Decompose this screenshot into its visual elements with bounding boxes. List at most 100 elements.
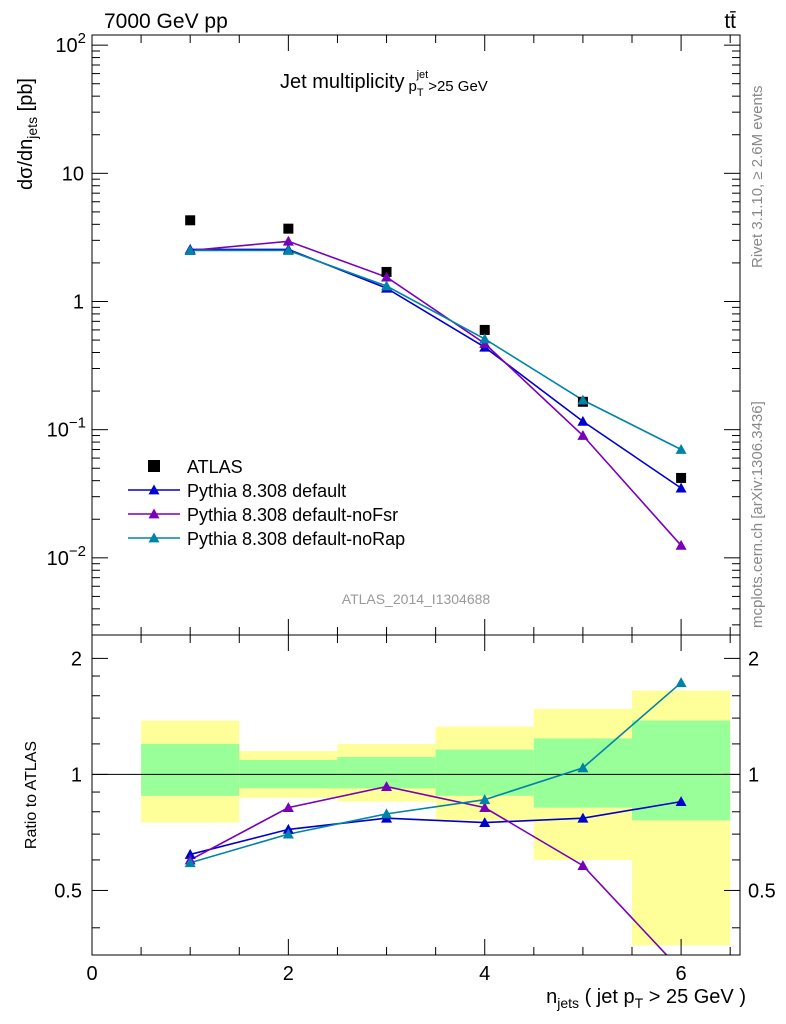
legend-label-noRap: Pythia 8.308 default-noRap: [187, 529, 405, 549]
process-label: tt̄: [724, 10, 736, 33]
legend: ATLAS Pythia 8.308 default Pythia 8.308 de…: [128, 457, 405, 549]
ratio-point-noFsr: [577, 860, 589, 871]
ratio-x-tick-label: 4: [479, 963, 490, 985]
ratio-uncertainty-bands: [141, 690, 731, 946]
main-y-tick-label: 10−1: [47, 415, 86, 442]
ratio-y-tick-label-right: 0.5: [748, 880, 776, 902]
ratio-series-markers: [184, 677, 687, 871]
mcplots-label: mcplots.cern.ch [arXiv:1306.3436]: [749, 401, 766, 628]
data-point-noRap: [282, 244, 294, 255]
main-y-tick-exp: 2: [78, 30, 86, 47]
ratio-point-noFsr: [479, 802, 491, 813]
main-title-sub: T: [417, 87, 424, 99]
main-y-tick-label: 102: [55, 30, 86, 57]
main-y-tick-base: 10: [47, 548, 69, 570]
legend-marker-atlas: [148, 460, 160, 472]
main-y-tick-label: 1: [73, 291, 84, 313]
main-title-cut: >25 GeV: [428, 78, 488, 95]
ratio-point-noFsr: [381, 781, 393, 791]
ratio-x-tick-label: 0: [86, 963, 97, 985]
legend-label-default: Pythia 8.308 default: [187, 481, 346, 501]
x-label-p-sub: T: [635, 995, 644, 1011]
ratio-y-tick-label-left: 2: [71, 648, 82, 670]
main-y-tick-label: 10: [62, 163, 84, 185]
ratio-point-noRap: [479, 794, 491, 805]
main-y-axis-label: dσ/dnjets [pb]: [15, 78, 40, 190]
main-y-axis-label-text: dσ/dn: [15, 139, 37, 190]
main-y-tick-exp: −2: [69, 543, 86, 560]
ratio-axis-ticks: 0.5 0.5 1 1 2 2 0 2 4 6: [54, 635, 776, 985]
ratio-point-noRap: [282, 828, 294, 839]
ratio-point-default: [675, 796, 687, 807]
main-series-lines: [190, 240, 682, 546]
ratio-y-tick-label-left: 0.5: [54, 880, 82, 902]
ratio-line-default: [189, 800, 682, 856]
ratio-point-noFsr: [282, 802, 294, 813]
uncertainty-band-inner: [533, 738, 632, 808]
main-title-p: p: [408, 78, 416, 95]
ratio-point-noRap: [381, 808, 393, 819]
data-point-noRap: [675, 444, 687, 454]
ratio-x-axis-label: njets ( jet pT > 25 GeV ): [546, 986, 746, 1011]
data-point-noFsr: [577, 430, 589, 440]
legend-label-noFsr: Pythia 8.308 default-noFsr: [187, 505, 398, 525]
main-title-text: Jet multiplicity: [280, 71, 404, 93]
ratio-series-lines: [189, 682, 682, 955]
legend-marker-default: [148, 484, 160, 495]
data-point-noFsr: [381, 271, 393, 282]
ratio-line-noFsr: [189, 785, 668, 955]
watermark: ATLAS_2014_I1304688: [342, 591, 491, 607]
main-y-tick-base: 10: [47, 420, 69, 442]
ratio-plot-panel: 0.5 0.5 1 1 2 2 0 2 4 6 Ratio to ATLAS njets ( je…: [23, 634, 776, 1011]
x-label-mid: ( jet p: [579, 986, 635, 1008]
uncertainty-band-inner: [141, 743, 240, 796]
data-point-noRap: [479, 333, 491, 344]
legend-marker-noRap: [148, 532, 160, 543]
ratio-point-noRap: [184, 857, 196, 868]
data-point-default: [577, 415, 589, 426]
main-y-tick-exp: −1: [69, 415, 86, 432]
x-label-n: n: [546, 986, 557, 1008]
ratio-y-axis-label: Ratio to ATLAS: [23, 741, 40, 849]
ratio-line-noRap: [189, 682, 682, 864]
uncertainty-band-inner: [435, 749, 534, 796]
ratio-point-default: [479, 817, 491, 827]
ratio-point-default: [184, 848, 196, 859]
main-series-markers: [184, 215, 687, 550]
ratio-point-noRap: [675, 677, 687, 688]
ratio-x-tick-label: 6: [676, 963, 687, 985]
x-label-n-sub: jets: [556, 995, 579, 1011]
data-point-noRap: [577, 394, 589, 405]
main-y-tick-base: 10: [55, 35, 77, 57]
ratio-y-tick-label-right: 2: [748, 648, 759, 670]
main-y-tick-label: 10−2: [47, 543, 86, 570]
data-point-atlas: [283, 223, 294, 234]
legend-label-atlas: ATLAS: [187, 457, 243, 477]
beam-label: 7000 GeV pp: [104, 10, 228, 33]
ratio-x-tick-label: 2: [283, 963, 294, 985]
data-point-noRap: [184, 244, 196, 255]
data-point-noRap: [381, 280, 393, 291]
x-label-tail: > 25 GeV ): [643, 986, 746, 1008]
series-line-noRap: [190, 249, 682, 451]
rivet-label: Rivet 3.1.10, ≥ 2.6M events: [749, 86, 766, 269]
data-point-default: [675, 482, 687, 493]
ratio-plot-frame: [91, 634, 741, 956]
main-title-sup: jet: [416, 69, 429, 81]
main-y-axis-label-sub: jets: [24, 117, 40, 140]
ratio-point-default: [577, 812, 589, 823]
data-point-noFsr: [675, 539, 687, 550]
ratio-y-tick-label-right: 1: [748, 764, 759, 786]
data-point-atlas: [479, 324, 490, 335]
series-line-noFsr: [190, 240, 682, 546]
ratio-point-noRap: [577, 762, 589, 773]
legend-marker-noFsr: [148, 508, 160, 519]
ratio-y-tick-label-left: 1: [71, 764, 82, 786]
main-y-axis-label-unit: [pb]: [15, 78, 37, 117]
main-title: Jet multiplicity pTjet>25 GeV: [280, 69, 488, 99]
data-point-noFsr: [282, 235, 294, 246]
data-point-atlas: [185, 215, 196, 226]
